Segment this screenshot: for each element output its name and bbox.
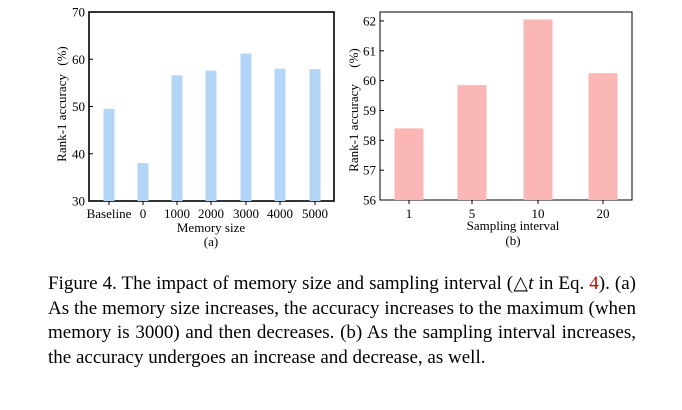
chart-b-sampling-interval: 56 57 58 59 60 61 62 1 5 10 20 Rank-1 accuracy (%… (346, 11, 633, 248)
chart-a-sub-label: (a) (204, 234, 218, 249)
chart-a-y-axis-label: Rank-1 accuracy (54, 74, 69, 162)
y-tick-label: 60 (363, 73, 376, 88)
chart-b-y-ticks: 56 57 58 59 60 61 62 (363, 13, 384, 208)
chart-a-bar (309, 69, 321, 201)
x-tick-label: 3000 (233, 206, 259, 221)
y-tick-label: 59 (363, 103, 376, 118)
x-tick-label: 2000 (198, 206, 224, 221)
chart-a-x-ticks: Baseline 0 1000 2000 3000 4000 5000 (87, 201, 328, 221)
y-tick-label: 56 (363, 193, 377, 208)
chart-b-plot-frame (379, 11, 633, 201)
caption-symbol-t: t (528, 273, 534, 294)
x-tick-label: 4000 (267, 206, 293, 221)
figure-caption: Figure 4. The impact of memory size and … (48, 272, 636, 370)
chart-a-y-ticks: 30 40 50 60 70 (72, 5, 93, 209)
equation-ref-link[interactable]: 4 (589, 273, 599, 294)
chart-a-bars (103, 53, 321, 201)
charts-area: 30 40 50 60 70 Baseline 0 1000 2000 3000 4000 5000… (54, 5, 633, 249)
chart-a-bar (171, 75, 183, 201)
y-tick-label: 62 (363, 13, 376, 28)
y-tick-label: 70 (72, 5, 85, 20)
y-tick-label: 57 (363, 163, 377, 178)
chart-b-bar (588, 73, 618, 200)
chart-a-y-axis-unit: (%) (54, 46, 69, 66)
chart-b-bar (523, 19, 553, 201)
chart-a-x-axis-label: Memory size (177, 220, 245, 235)
caption-part-3: ). (a) As the memory size increases, the… (48, 273, 636, 368)
caption-part-1: Figure 4. The impact of memory size and … (48, 273, 529, 294)
x-tick-label: 1000 (164, 206, 190, 221)
x-tick-label: 5000 (302, 206, 328, 221)
x-tick-label: Baseline (87, 206, 132, 221)
x-tick-label: 20 (597, 206, 610, 221)
chart-a-memory-size: 30 40 50 60 70 Baseline 0 1000 2000 3000 4000 5000… (54, 5, 335, 249)
chart-b-bar (457, 85, 487, 200)
y-tick-label: 40 (72, 146, 85, 161)
y-tick-label: 61 (363, 43, 376, 58)
chart-b-x-axis-label: Sampling interval (467, 218, 560, 233)
y-tick-label: 60 (72, 52, 85, 67)
chart-a-bar (240, 53, 252, 201)
y-tick-label: 50 (72, 99, 85, 114)
chart-a-bar (205, 70, 217, 201)
chart-b-y-axis-label: Rank-1 accuracy (346, 84, 361, 172)
chart-b-y-axis-unit: (%) (346, 48, 361, 68)
x-tick-label: 5 (469, 206, 476, 221)
chart-a-bar (137, 163, 149, 201)
chart-b-sub-label: (b) (505, 233, 520, 248)
chart-b-x-ticks: 1 5 10 20 (406, 200, 610, 221)
y-tick-label: 30 (72, 194, 85, 209)
chart-a-bar (103, 108, 115, 201)
x-tick-label: 10 (532, 206, 545, 221)
y-tick-label: 58 (363, 133, 376, 148)
caption-part-2: in Eq. (533, 273, 590, 294)
chart-b-bars (394, 19, 618, 201)
chart-b-bar (394, 128, 424, 200)
chart-a-bar (274, 68, 286, 201)
x-tick-label: 0 (140, 206, 147, 221)
x-tick-label: 1 (406, 206, 413, 221)
